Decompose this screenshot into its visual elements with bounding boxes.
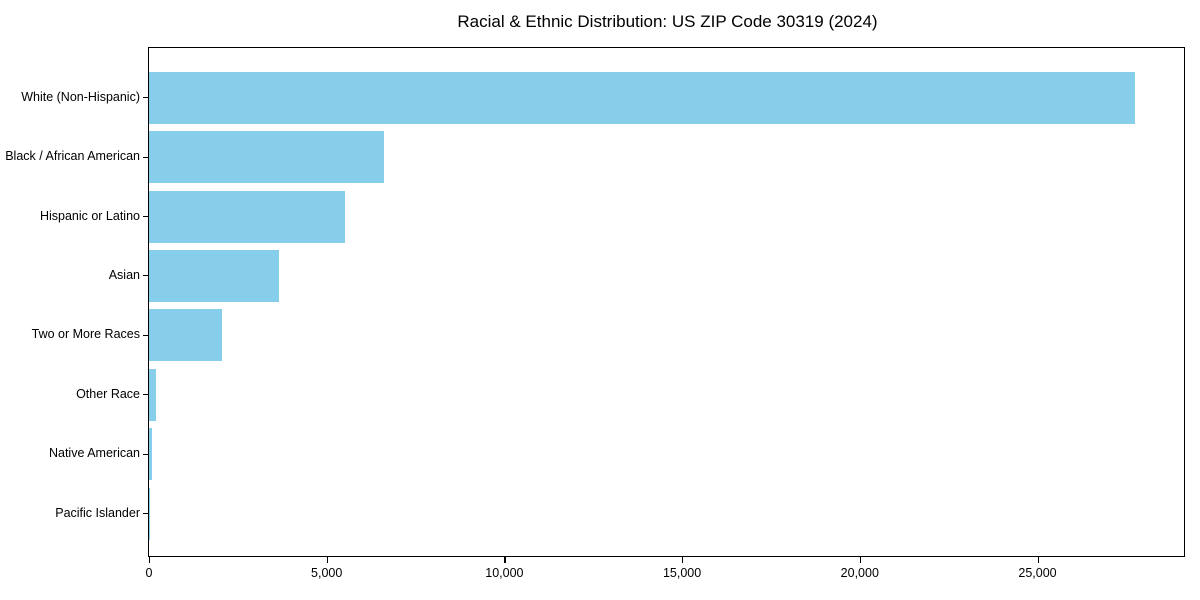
- x-tick-label-0: 0: [145, 566, 153, 580]
- y-tick-black-african-american: [143, 156, 149, 158]
- y-tick-other-race: [143, 394, 149, 396]
- y-tick-asian: [143, 275, 149, 277]
- x-tick-5000: [326, 557, 328, 563]
- x-tick-label-20000: 20,000: [840, 566, 879, 580]
- bar-pacific-islander: [149, 487, 150, 540]
- y-label-pacific-islander: Pacific Islander: [55, 505, 140, 520]
- bar-white-non-hispanic: [149, 71, 1136, 124]
- x-tick-10000: [504, 557, 506, 563]
- y-label-white-non-hispanic: White (Non-Hispanic): [21, 89, 140, 104]
- y-tick-hispanic-or-latino: [143, 215, 149, 218]
- bar-black-african-american: [149, 131, 384, 184]
- y-tick-native-american: [143, 453, 149, 455]
- y-label-two-or-more-races: Two or More Races: [31, 327, 140, 342]
- x-tick-label-25000: 25,000: [1018, 566, 1057, 580]
- x-tick-label-5000: 5,000: [311, 566, 343, 580]
- x-tick-15000: [682, 557, 684, 563]
- chart-title: Racial & Ethnic Distribution: US ZIP Cod…: [457, 12, 878, 31]
- x-tick-25000: [1037, 557, 1039, 563]
- y-label-native-american: Native American: [48, 446, 140, 461]
- bar-other-race: [149, 368, 156, 421]
- y-tick-two-or-more-races: [143, 334, 149, 336]
- y-label-hispanic-or-latino: Hispanic or Latino: [39, 208, 140, 223]
- x-tick-20000: [859, 557, 861, 563]
- y-label-other-race: Other Race: [76, 386, 140, 401]
- x-tick-label-15000: 15,000: [662, 566, 702, 580]
- bar-native-american: [149, 428, 153, 481]
- bar-hispanic-or-latino: [149, 190, 346, 243]
- y-tick-white-non-hispanic: [143, 97, 149, 99]
- bar-asian: [149, 249, 279, 302]
- y-label-black-african-american: Black / African American: [5, 149, 140, 164]
- bar-two-or-more-races: [149, 309, 222, 362]
- x-tick-label-10000: 10,000: [485, 566, 524, 580]
- y-label-asian: Asian: [108, 267, 140, 282]
- x-tick-0: [149, 557, 151, 563]
- y-tick-pacific-islander: [143, 512, 149, 515]
